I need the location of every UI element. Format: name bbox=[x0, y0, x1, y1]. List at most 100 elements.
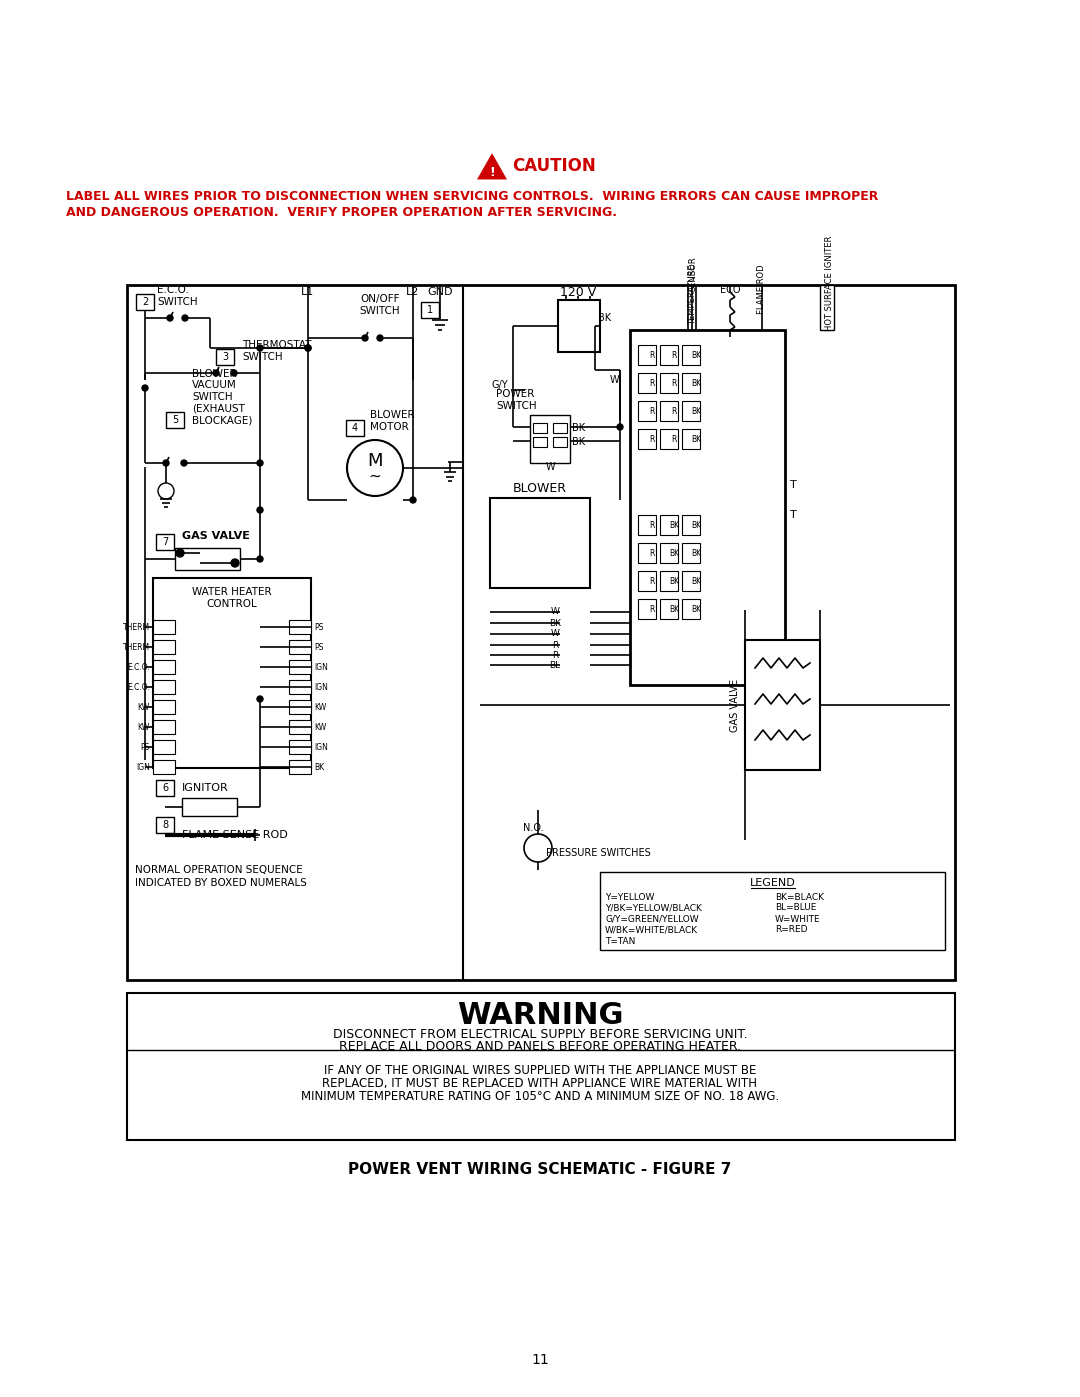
Text: THERM: THERM bbox=[123, 643, 150, 651]
Circle shape bbox=[167, 314, 173, 321]
Bar bbox=[156, 780, 174, 796]
Text: BK: BK bbox=[314, 763, 324, 771]
Text: !: ! bbox=[489, 165, 495, 179]
Bar bbox=[660, 401, 678, 420]
Circle shape bbox=[377, 335, 383, 341]
Text: BK: BK bbox=[669, 577, 679, 585]
Text: R: R bbox=[649, 351, 654, 359]
Bar bbox=[681, 571, 700, 591]
Bar bbox=[175, 548, 240, 570]
Text: NORMAL OPERATION SEQUENCE: NORMAL OPERATION SEQUENCE bbox=[135, 865, 302, 875]
Text: IF ANY OF THE ORIGINAL WIRES SUPPLIED WITH THE APPLIANCE MUST BE: IF ANY OF THE ORIGINAL WIRES SUPPLIED WI… bbox=[324, 1063, 756, 1077]
Text: INDICATED BY BOXED NUMERALS: INDICATED BY BOXED NUMERALS bbox=[135, 877, 307, 888]
Bar bbox=[289, 740, 311, 754]
Text: Y=YELLOW: Y=YELLOW bbox=[605, 893, 654, 901]
Text: BK=BLACK: BK=BLACK bbox=[775, 893, 824, 901]
Circle shape bbox=[617, 425, 623, 430]
Text: BK: BK bbox=[691, 521, 701, 529]
Text: BL=BLUE: BL=BLUE bbox=[775, 904, 816, 912]
Text: R: R bbox=[649, 605, 654, 613]
Bar bbox=[553, 423, 567, 433]
Circle shape bbox=[257, 507, 264, 513]
Bar bbox=[745, 640, 820, 770]
Bar bbox=[421, 302, 438, 319]
Bar bbox=[156, 817, 174, 833]
Text: BLOWER: BLOWER bbox=[513, 482, 567, 495]
Text: W: W bbox=[551, 630, 559, 638]
Bar bbox=[534, 437, 546, 447]
Text: L2: L2 bbox=[406, 286, 420, 298]
Bar bbox=[127, 993, 955, 1140]
Circle shape bbox=[158, 483, 174, 499]
Text: BK: BK bbox=[691, 549, 701, 557]
Bar bbox=[166, 412, 184, 427]
Bar bbox=[153, 740, 175, 754]
Text: W: W bbox=[610, 374, 620, 386]
Text: MINIMUM TEMPERATURE RATING OF 105°C AND A MINIMUM SIZE OF NO. 18 AWG.: MINIMUM TEMPERATURE RATING OF 105°C AND … bbox=[301, 1090, 779, 1102]
Circle shape bbox=[410, 497, 416, 503]
Bar bbox=[660, 515, 678, 535]
Text: T: T bbox=[789, 510, 797, 520]
Bar bbox=[630, 330, 785, 685]
Bar bbox=[153, 578, 311, 768]
Text: LEGEND: LEGEND bbox=[750, 877, 795, 888]
Text: R: R bbox=[552, 640, 558, 650]
Text: KW: KW bbox=[314, 722, 326, 732]
Text: E.C.O.
SWITCH: E.C.O. SWITCH bbox=[157, 285, 198, 307]
Text: W: W bbox=[545, 462, 555, 472]
Bar bbox=[183, 798, 237, 816]
Text: 1: 1 bbox=[427, 305, 433, 314]
Text: 8: 8 bbox=[162, 820, 168, 830]
Text: R: R bbox=[552, 651, 558, 659]
Text: BK: BK bbox=[691, 379, 701, 387]
Bar bbox=[681, 373, 700, 393]
Circle shape bbox=[163, 460, 168, 467]
Text: WATER HEATER: WATER HEATER bbox=[192, 587, 272, 597]
Bar bbox=[681, 429, 700, 448]
Text: E.C.O.: E.C.O. bbox=[127, 683, 150, 692]
Text: IGN: IGN bbox=[314, 683, 328, 692]
Text: BLOWER
MOTOR: BLOWER MOTOR bbox=[370, 411, 415, 432]
Bar bbox=[660, 543, 678, 563]
Bar bbox=[638, 599, 656, 619]
Text: R: R bbox=[649, 549, 654, 557]
Circle shape bbox=[181, 460, 187, 467]
Bar bbox=[289, 700, 311, 714]
Bar bbox=[289, 640, 311, 654]
Text: BK: BK bbox=[691, 577, 701, 585]
Bar bbox=[638, 543, 656, 563]
Text: FLAME SENSE ROD: FLAME SENSE ROD bbox=[183, 830, 287, 840]
Text: TEMPERATURE: TEMPERATURE bbox=[689, 264, 698, 326]
Bar bbox=[289, 659, 311, 673]
Text: AND DANGEROUS OPERATION.  VERIFY PROPER OPERATION AFTER SERVICING.: AND DANGEROUS OPERATION. VERIFY PROPER O… bbox=[66, 205, 617, 218]
Text: PRESSURE SWITCHES: PRESSURE SWITCHES bbox=[545, 848, 650, 858]
Bar bbox=[681, 345, 700, 365]
Text: CAUTION: CAUTION bbox=[512, 156, 596, 175]
Text: L1: L1 bbox=[301, 286, 314, 298]
Text: G/Y: G/Y bbox=[491, 380, 509, 390]
Bar bbox=[153, 659, 175, 673]
Text: THERMOSTAT
SWITCH: THERMOSTAT SWITCH bbox=[242, 341, 311, 362]
Text: BK: BK bbox=[669, 605, 679, 613]
Text: BLOWER
VACUUM
SWITCH
(EXHAUST
BLOCKAGE): BLOWER VACUUM SWITCH (EXHAUST BLOCKAGE) bbox=[192, 369, 253, 425]
Text: HOT SURFACE IGNITER: HOT SURFACE IGNITER bbox=[825, 235, 835, 331]
Text: KW: KW bbox=[314, 703, 326, 711]
Text: W: W bbox=[551, 608, 559, 616]
Bar bbox=[153, 680, 175, 694]
Bar bbox=[346, 420, 364, 436]
Text: ~: ~ bbox=[368, 468, 381, 483]
Text: CONTROL: CONTROL bbox=[206, 599, 257, 609]
Text: IGNITOR: IGNITOR bbox=[183, 782, 229, 793]
Bar bbox=[530, 415, 570, 462]
Bar bbox=[153, 640, 175, 654]
Text: POWER VENT WIRING SCHEMATIC - FIGURE 7: POWER VENT WIRING SCHEMATIC - FIGURE 7 bbox=[349, 1162, 731, 1178]
Text: BK: BK bbox=[598, 313, 611, 323]
Bar bbox=[127, 285, 955, 981]
Bar bbox=[553, 437, 567, 447]
Text: PS: PS bbox=[314, 623, 323, 631]
Text: W/BK=WHITE/BLACK: W/BK=WHITE/BLACK bbox=[605, 925, 698, 935]
Text: R: R bbox=[672, 379, 677, 387]
Text: SENSOR: SENSOR bbox=[689, 257, 698, 292]
Text: BK: BK bbox=[572, 423, 585, 433]
Text: BK: BK bbox=[549, 619, 561, 627]
